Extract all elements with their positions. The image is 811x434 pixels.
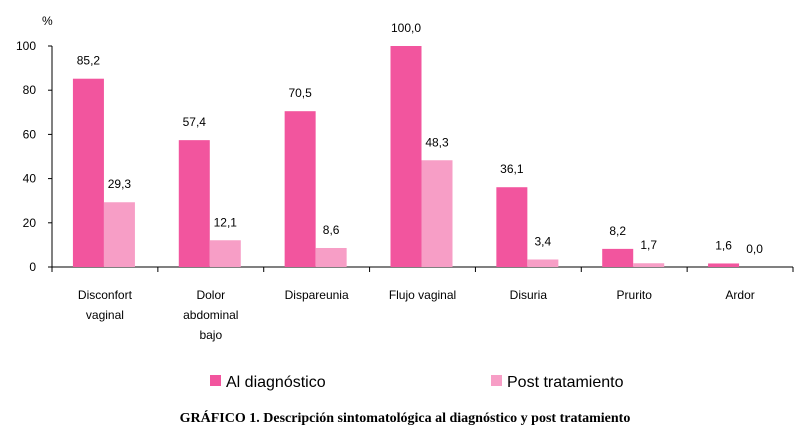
legend: Al diagnóstico Post tratamiento: [210, 374, 624, 391]
data-label: 29,3: [108, 177, 132, 191]
data-label: 57,4: [183, 115, 207, 129]
bar-al-diagnostico: [178, 140, 210, 267]
data-label: 8,6: [323, 223, 340, 237]
category-labels: Disconfort vaginal Dolor abdominal bajo Dispa…: [51, 267, 794, 342]
category-label: Flujo vaginal: [389, 288, 456, 302]
y-tick-label: 20: [23, 216, 37, 230]
data-label: 1,6: [715, 238, 732, 252]
y-axis-ticks: 0 20 40 60 80 100: [16, 39, 52, 274]
y-tick-label: 0: [29, 260, 36, 274]
bar-series: 85,2 29,3 57,4 12,1 70,5 8,6 100,0 48,3 36,1 3,4 8…: [72, 21, 763, 267]
category-label: bajo: [199, 328, 222, 342]
data-label: 12,1: [214, 215, 238, 229]
data-label: 0,0: [746, 242, 763, 256]
y-tick-label: 100: [16, 39, 36, 53]
bar-al-diagnostico: [496, 187, 528, 267]
category-label: Disconfort: [78, 288, 133, 302]
category-label: Prurito: [617, 288, 653, 302]
bar-post-tratamiento: [421, 160, 453, 267]
data-label: 48,3: [425, 135, 449, 149]
category-label: Ardor: [725, 288, 754, 302]
category-label: Dispareunia: [285, 288, 349, 302]
legend-swatch-al-diagnostico: [210, 375, 221, 386]
data-label: 70,5: [288, 86, 312, 100]
bar-post-tratamiento: [315, 247, 347, 267]
bar-al-diagnostico: [602, 248, 634, 267]
legend-label-post-tratamiento: Post tratamiento: [507, 374, 624, 391]
data-label: 85,2: [77, 54, 101, 68]
bar-post-tratamiento: [527, 259, 559, 267]
category-label: Disuria: [510, 288, 548, 302]
data-label: 36,1: [500, 162, 524, 176]
data-label: 3,4: [535, 234, 552, 248]
legend-label-al-diagnostico: Al diagnóstico: [226, 374, 326, 391]
y-tick-label: 40: [23, 172, 37, 186]
figure-caption: GRÁFICO 1. Descripción sintomatológica a…: [180, 409, 631, 426]
bar-al-diagnostico: [708, 263, 740, 267]
y-tick-label: 80: [23, 83, 37, 97]
bar-post-tratamiento: [209, 240, 241, 267]
category-label: abdominal: [183, 308, 238, 322]
bar-post-tratamiento: [103, 202, 135, 267]
legend-swatch-post-tratamiento: [491, 375, 502, 386]
category-label: vaginal: [86, 308, 124, 322]
bar-al-diagnostico: [72, 78, 104, 267]
data-label: 8,2: [609, 224, 626, 238]
y-axis-unit-label: %: [42, 14, 53, 28]
category-label: Dolor: [196, 288, 225, 302]
bar-al-diagnostico: [390, 46, 422, 267]
bar-al-diagnostico: [284, 111, 316, 267]
data-label: 100,0: [391, 21, 421, 35]
bar-post-tratamiento: [633, 263, 665, 267]
y-tick-label: 60: [23, 127, 37, 141]
data-label: 1,7: [640, 238, 657, 252]
